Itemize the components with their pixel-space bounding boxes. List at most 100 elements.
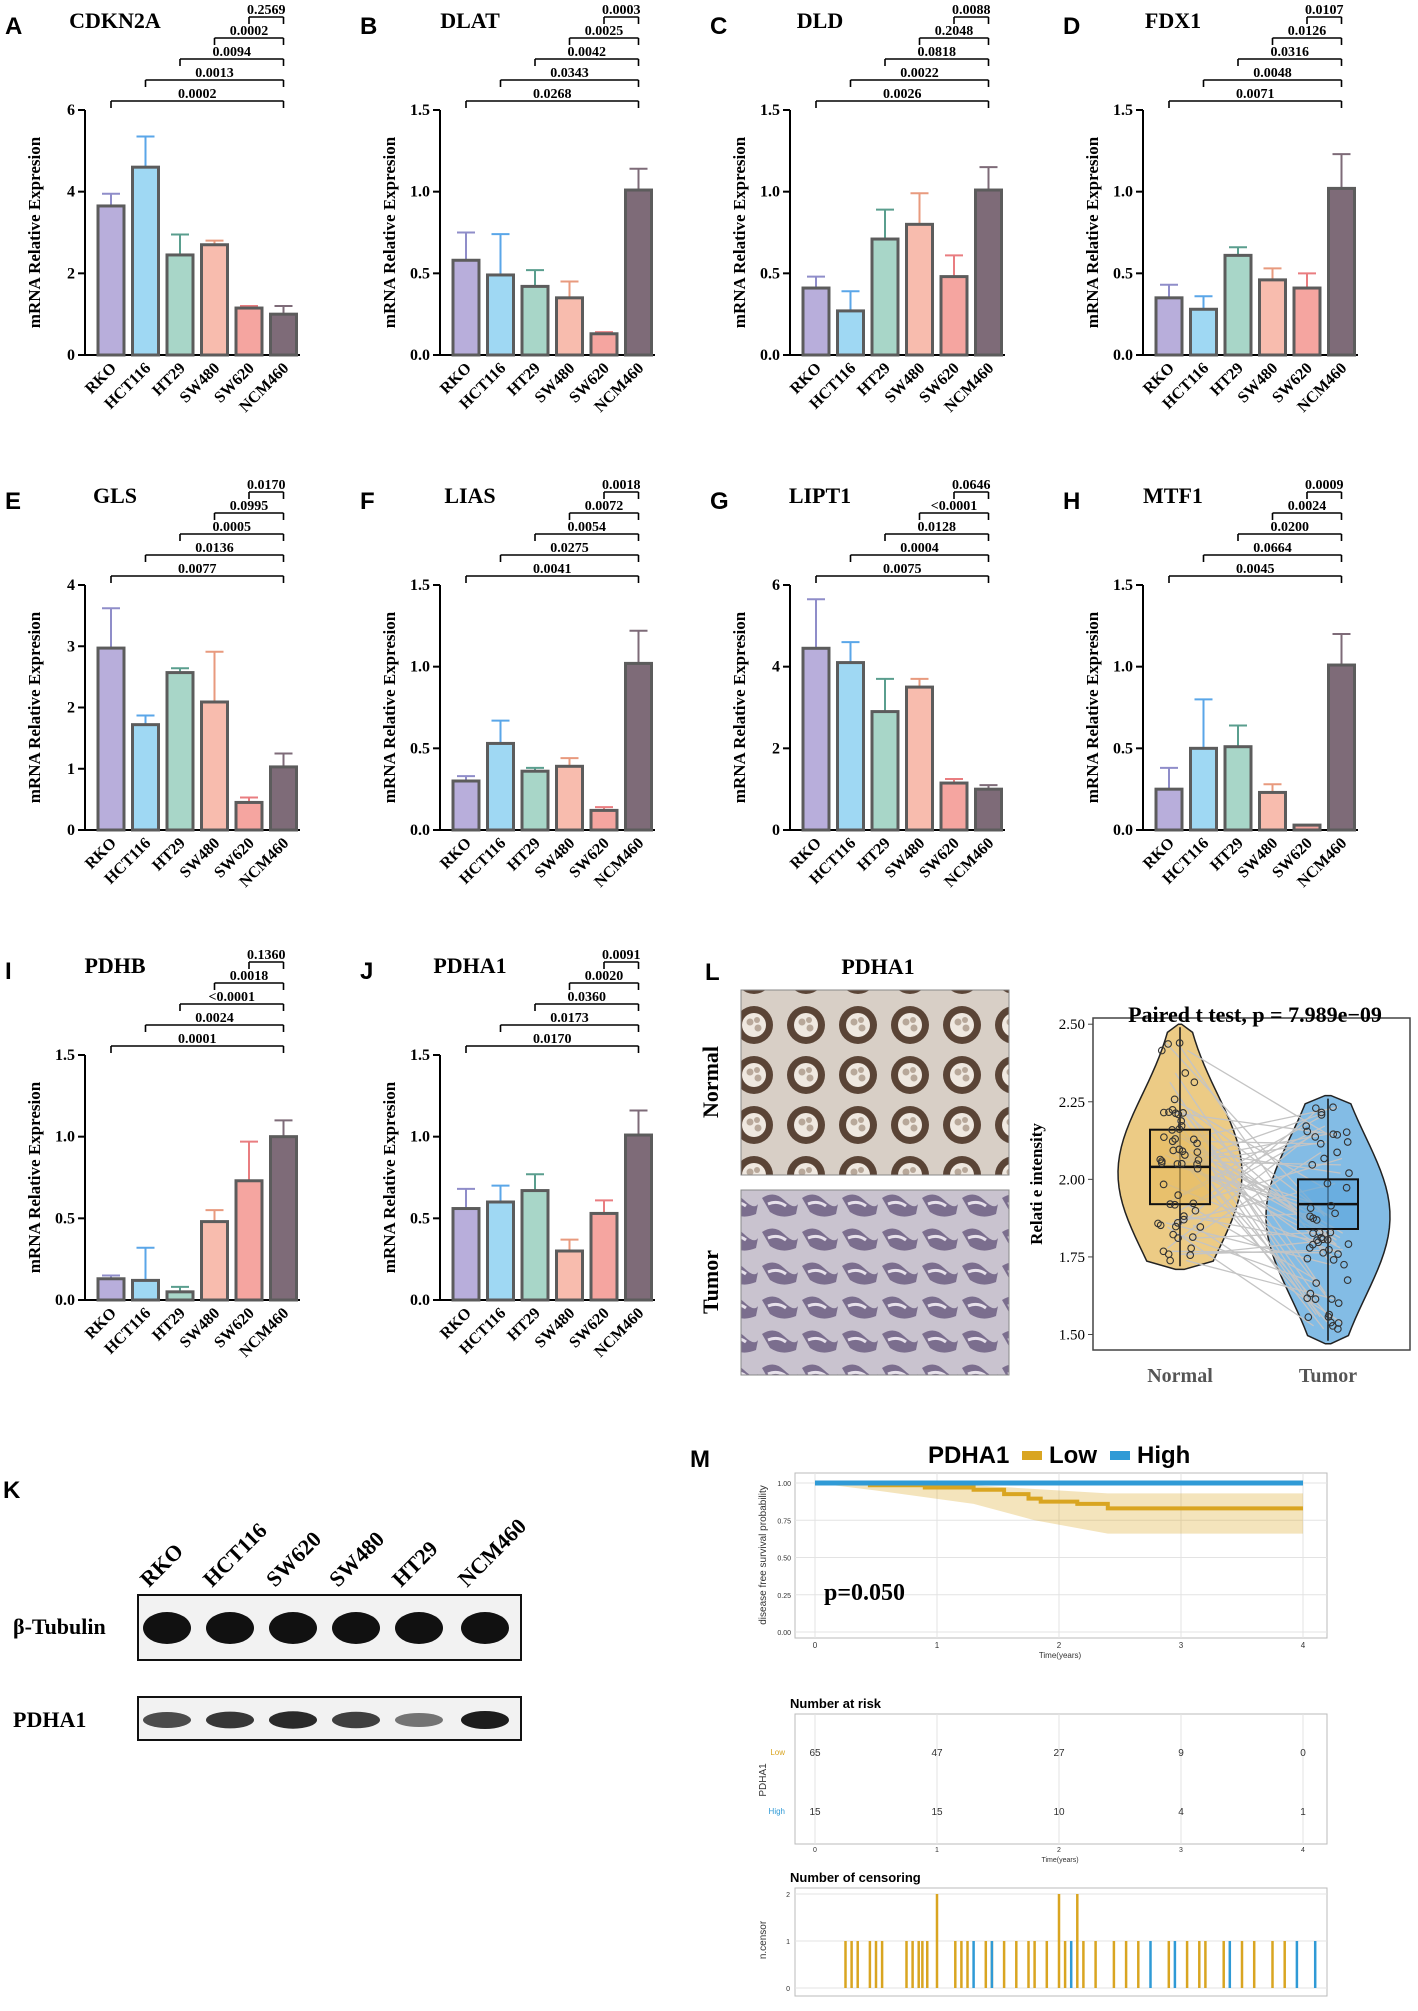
p-value-label: 0.0170 (533, 1032, 572, 1047)
point-tumor (1315, 1228, 1324, 1237)
bar-hct116 (1189, 307, 1218, 357)
point-tumor (1312, 1279, 1321, 1287)
point-normal (1191, 1206, 1200, 1215)
point-tumor (1325, 1245, 1333, 1254)
censor-frame (794, 1887, 1328, 1997)
risk-low-value: 65 (809, 1748, 821, 1759)
point-normal (1174, 1191, 1183, 1200)
p-value-label: 0.0126 (1288, 24, 1327, 39)
point-normal (1159, 1108, 1168, 1117)
p-value-label: 0.0003 (602, 3, 641, 18)
point-normal (1177, 1122, 1186, 1130)
y-tick-label: 1.5 (410, 102, 430, 119)
y-tick-label: 0.5 (1113, 265, 1133, 282)
x-tick-label: 3 (1179, 1641, 1184, 1650)
y-tick-label: 4 (67, 577, 75, 594)
bar-sw480 (905, 685, 934, 832)
x-tick-label: 2 (1057, 1641, 1062, 1650)
panel-letter: K (3, 1477, 21, 1504)
y-tick-label: 1.00 (777, 1481, 791, 1488)
point-tumor (1317, 1233, 1326, 1242)
p-value-label: 0.0077 (178, 562, 217, 577)
bar-sw620 (589, 1211, 619, 1302)
point-tumor (1306, 1212, 1314, 1221)
band-tubulin (143, 1612, 191, 1644)
p-value-label: 0.0002 (178, 87, 217, 102)
paired-line (1178, 1249, 1343, 1255)
x-label-normal: Normal (1147, 1365, 1213, 1387)
bar-sw620 (234, 306, 264, 357)
row-label-tumor: Tumor (698, 1250, 723, 1314)
point-tumor (1309, 1240, 1317, 1249)
point-normal (1173, 1160, 1182, 1168)
y-tick-label: 0.0 (410, 347, 430, 364)
point-tumor (1316, 1139, 1325, 1148)
bar-ncm460 (1327, 663, 1356, 832)
bar-ht29 (870, 710, 900, 832)
row-label-tubulin: β-Tubulin (13, 1614, 106, 1639)
panel-title: DLD (797, 8, 843, 33)
y-tick-label: 2 (772, 740, 780, 757)
point-normal (1164, 1250, 1173, 1259)
risk-high-value: 15 (931, 1807, 943, 1818)
point-tumor (1329, 1103, 1337, 1112)
bar-ht29 (165, 253, 195, 357)
y-tick-label: 0.0 (1113, 822, 1133, 839)
point-tumor (1331, 1209, 1339, 1218)
risk-group-high: High (769, 1807, 785, 1816)
censor-title: Number of censoring (790, 1870, 921, 1885)
p-value-label: 0.0818 (918, 45, 957, 60)
point-normal (1159, 1180, 1168, 1189)
risk-title: Number at risk (790, 1696, 882, 1711)
p-value-label: 0.0094 (213, 45, 252, 60)
risk-frame (794, 1713, 1328, 1845)
point-tumor (1304, 1313, 1313, 1322)
point-tumor (1302, 1122, 1311, 1130)
p-value-label: 0.0136 (195, 541, 234, 556)
bar-ncm460 (269, 1135, 298, 1302)
p-value-label: 0.0048 (1253, 66, 1292, 81)
point-normal (1170, 1095, 1179, 1104)
point-tumor (1333, 1148, 1341, 1157)
y-tick-label: 2 (786, 1892, 790, 1899)
point-normal (1177, 1117, 1186, 1125)
p-value-label: 0.0128 (918, 520, 957, 535)
band-pdha1 (206, 1711, 254, 1729)
band-tubulin (395, 1612, 443, 1644)
point-tumor (1311, 1104, 1320, 1113)
y-axis-label: mRNA Relative Expresion (1083, 611, 1102, 803)
point-normal (1190, 1078, 1199, 1087)
p-value-label: 0.0170 (247, 478, 286, 493)
p-value-label: 0.0995 (230, 499, 269, 514)
p-value-label: 0.0013 (195, 66, 234, 81)
paired-line (1187, 1049, 1333, 1138)
y-tick-label: 1.75 (1059, 1250, 1085, 1266)
y-tick-label: 0.25 (777, 1593, 791, 1600)
lane-label: SW480 (324, 1526, 389, 1591)
panel-title: FDX1 (1145, 8, 1201, 33)
bar-panel-i: I PDHB 0.0 0.5 1.0 1.5 mRNA Relative Expresion… (5, 948, 300, 1361)
p-value-label: 0.0071 (1236, 87, 1275, 102)
panel-letter: J (360, 958, 373, 985)
y-tick-label: 0 (67, 347, 75, 364)
p-value-label: 0.0009 (1305, 478, 1344, 493)
point-normal (1196, 1223, 1205, 1231)
ihc-normal-image (740, 989, 1010, 1176)
blot-pdha1 (137, 1696, 522, 1741)
p-value-label: <0.0001 (209, 990, 255, 1005)
bar-rko (1154, 787, 1184, 832)
y-axis-label: mRNA Relative Expresion (1083, 136, 1102, 328)
censor-ylabel: n.censor (758, 1920, 769, 1959)
y-tick-label: 1.0 (410, 184, 430, 201)
y-tick-label: 0.0 (55, 1292, 75, 1309)
y-tick-label: 2.00 (1059, 1172, 1085, 1188)
bar-rko (451, 779, 481, 832)
bar-hct116 (131, 1278, 160, 1302)
p-value-label: 0.0646 (952, 478, 991, 493)
point-tumor (1342, 1183, 1351, 1192)
point-tumor (1311, 1295, 1320, 1303)
bar-rko (96, 646, 126, 832)
y-tick-label: 0.0 (760, 347, 780, 364)
point-normal (1165, 1108, 1173, 1117)
